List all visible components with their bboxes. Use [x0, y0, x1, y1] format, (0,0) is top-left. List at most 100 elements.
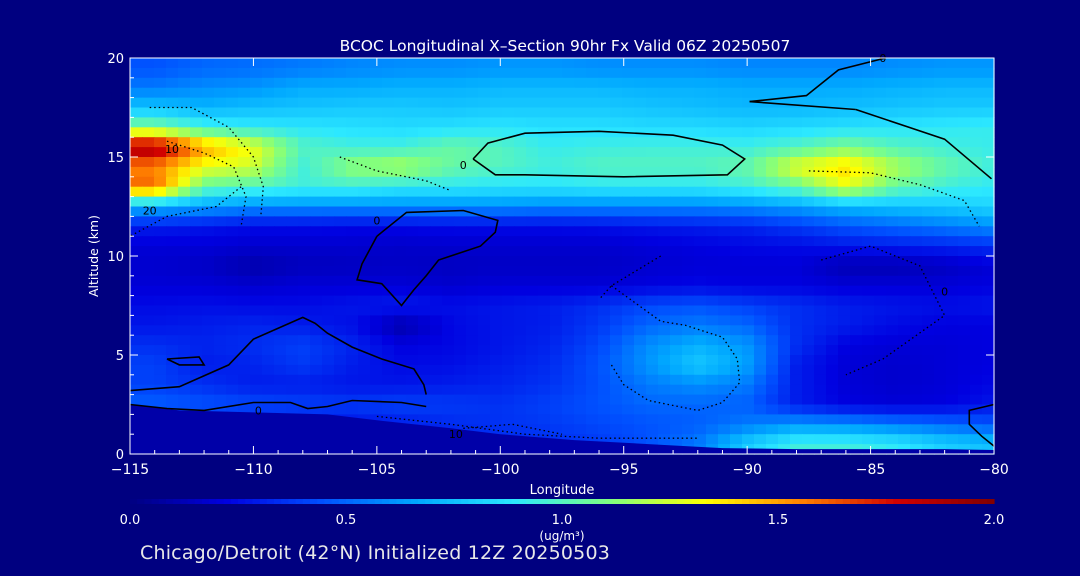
heat-cell	[766, 166, 779, 178]
heat-cell	[466, 355, 479, 366]
heat-cell	[490, 87, 503, 99]
heat-cell	[550, 236, 563, 247]
heat-cell	[958, 97, 971, 109]
heat-cell	[514, 295, 527, 307]
heat-cell	[310, 285, 323, 297]
heat-cell	[586, 325, 599, 336]
heat-cell	[982, 434, 995, 445]
heat-cell	[214, 196, 227, 208]
heat-cell	[514, 315, 527, 326]
heat-cell	[562, 325, 575, 336]
heat-cell	[430, 176, 443, 188]
heat-cell	[778, 97, 791, 109]
contour-solid	[749, 57, 886, 103]
heat-cell	[202, 285, 215, 297]
heat-cell	[238, 226, 251, 237]
heat-cell	[202, 364, 215, 376]
heat-cell	[550, 374, 563, 386]
heat-cell	[934, 97, 947, 109]
heat-cell	[358, 117, 371, 128]
heat-cell	[922, 265, 935, 277]
heat-cell	[214, 394, 227, 406]
heat-cell	[550, 355, 563, 366]
heat-cell	[670, 97, 683, 109]
heat-cell	[898, 285, 911, 297]
heat-cell	[166, 364, 179, 376]
heat-cell	[634, 345, 647, 356]
heat-cell	[262, 345, 275, 356]
heat-cell	[394, 275, 407, 287]
heat-cell	[346, 265, 359, 277]
heat-cell	[574, 364, 587, 376]
heat-cell	[394, 176, 407, 188]
y-tick-label: 10	[107, 250, 124, 265]
heat-cell	[562, 355, 575, 366]
heat-cell	[250, 374, 263, 386]
heat-cell	[598, 364, 611, 376]
heat-cell	[562, 315, 575, 326]
heat-cell	[166, 58, 179, 69]
heat-cell	[922, 176, 935, 188]
heat-cell	[238, 364, 251, 376]
colorbar-segment	[864, 499, 873, 504]
heat-cell	[838, 285, 851, 297]
heat-cell	[706, 325, 719, 336]
colorbar-segment	[396, 499, 405, 504]
heat-cell	[502, 176, 515, 188]
heat-cell	[862, 137, 875, 148]
heat-cell	[478, 285, 491, 297]
colorbar-segment	[706, 499, 714, 504]
heat-cell	[142, 58, 155, 69]
heat-cell	[190, 226, 203, 237]
heat-cell	[154, 137, 167, 148]
heat-cell	[502, 226, 515, 237]
heat-cell	[574, 305, 587, 316]
heat-cell	[238, 325, 251, 336]
heat-cell	[610, 206, 623, 217]
heat-cell	[958, 186, 971, 198]
colorbar-segment	[425, 499, 433, 504]
heat-cell	[514, 414, 527, 425]
heat-cell	[286, 394, 299, 406]
heat-cell	[874, 335, 887, 346]
heat-cell	[982, 325, 995, 336]
heat-cell	[658, 404, 671, 415]
heat-cell	[166, 345, 179, 356]
heat-cell	[514, 325, 527, 336]
heat-cell	[142, 394, 155, 406]
heat-cell	[742, 315, 755, 326]
heat-cell	[802, 256, 815, 267]
heat-cell	[622, 285, 635, 297]
contour-solid	[855, 108, 993, 180]
heat-cell	[922, 196, 935, 208]
heat-cell	[598, 196, 611, 208]
colorbar-segment	[677, 499, 685, 504]
heat-cell	[166, 315, 179, 326]
heat-cell	[922, 355, 935, 366]
heat-cell	[706, 345, 719, 356]
heat-cell	[262, 236, 275, 247]
x-tick-label: −110	[234, 462, 272, 478]
heat-cell	[814, 295, 827, 307]
heat-cell	[778, 216, 791, 227]
heat-cell	[946, 236, 959, 247]
heat-cell	[802, 206, 815, 217]
heat-cell	[934, 275, 947, 287]
heat-cell	[694, 236, 707, 247]
heat-cell	[742, 424, 755, 435]
heat-cell	[886, 285, 899, 297]
heat-cell	[226, 87, 239, 99]
heat-cell	[574, 137, 587, 148]
colorbar-segment	[900, 499, 909, 504]
heat-cell	[550, 157, 563, 168]
heat-cell	[742, 325, 755, 336]
heat-cell	[370, 275, 383, 287]
heat-cell	[586, 157, 599, 168]
heat-cell	[514, 384, 527, 396]
heat-cell	[598, 166, 611, 178]
heat-cell	[934, 404, 947, 415]
heat-cell	[514, 176, 527, 188]
heat-cell	[982, 444, 995, 455]
heat-cell	[718, 127, 731, 138]
heat-cell	[310, 236, 323, 247]
